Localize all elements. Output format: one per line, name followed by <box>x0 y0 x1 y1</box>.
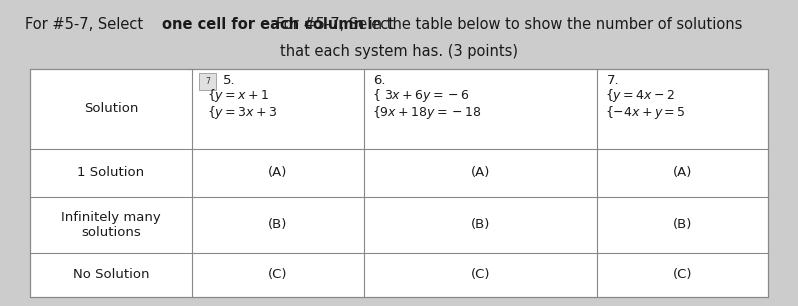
Text: (C): (C) <box>471 268 490 281</box>
Text: 6.: 6. <box>373 74 386 87</box>
Text: (C): (C) <box>673 268 693 281</box>
Text: 7: 7 <box>205 77 210 86</box>
Text: $\{-4x + y = 5$: $\{-4x + y = 5$ <box>605 104 685 121</box>
Text: No Solution: No Solution <box>73 268 149 281</box>
Text: (B): (B) <box>673 218 693 231</box>
Text: (A): (A) <box>268 166 288 179</box>
Text: Infinitely many
solutions: Infinitely many solutions <box>61 211 160 239</box>
Text: one cell for each column: one cell for each column <box>161 17 364 32</box>
Text: in the table below to show the number of solutions: in the table below to show the number of… <box>364 17 742 32</box>
Text: 5.: 5. <box>223 74 235 87</box>
Text: (B): (B) <box>268 218 288 231</box>
Text: 1 Solution: 1 Solution <box>77 166 144 179</box>
Text: $\{$$y = x + 1$: $\{$$y = x + 1$ <box>207 87 269 104</box>
Text: $\{9x + 18y = -18$: $\{9x + 18y = -18$ <box>372 104 481 121</box>
Text: (A): (A) <box>471 166 490 179</box>
Text: $\{$$y = 3x + 3$: $\{$$y = 3x + 3$ <box>207 104 277 121</box>
Text: (B): (B) <box>471 218 490 231</box>
Text: (C): (C) <box>268 268 288 281</box>
Text: (A): (A) <box>673 166 693 179</box>
Text: For #5-7, Select: For #5-7, Select <box>276 17 399 32</box>
Text: For #5-7, Select: For #5-7, Select <box>26 17 148 32</box>
Text: 7.: 7. <box>606 74 619 87</box>
Text: $\{y = 4x - 2$: $\{y = 4x - 2$ <box>605 87 675 104</box>
Text: that each system has. (3 points): that each system has. (3 points) <box>280 44 518 59</box>
Text: $\{\ 3x + 6y = -6$: $\{\ 3x + 6y = -6$ <box>372 87 470 104</box>
Text: Solution: Solution <box>84 102 138 115</box>
